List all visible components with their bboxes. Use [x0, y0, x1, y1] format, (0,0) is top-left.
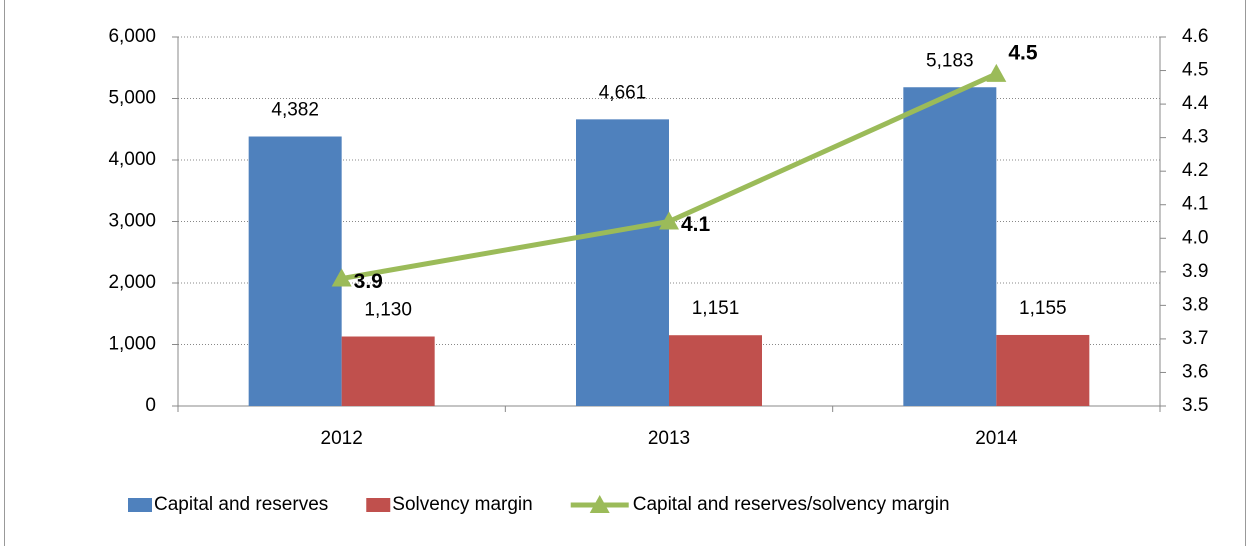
bar: [669, 335, 762, 406]
y2-tick-label: 4.0: [1182, 227, 1208, 248]
y-tick-label: 0: [145, 395, 156, 416]
x-tick-label: 2013: [648, 428, 690, 449]
legend-marker: [589, 495, 610, 513]
line-value-label: 3.9: [354, 270, 383, 293]
bar: [248, 136, 342, 406]
line-marker: [659, 211, 679, 230]
y2-tick-label: 3.7: [1182, 328, 1208, 349]
bar-value-label: 4,661: [599, 82, 647, 103]
y-tick-label: 1,000: [108, 334, 156, 355]
line-value-label: 4.1: [681, 213, 711, 236]
chart-frame: [4, 0, 1246, 546]
y2-tick-label: 4.1: [1182, 194, 1208, 215]
y2-tick-label: 4.6: [1182, 26, 1208, 47]
legend-label: Capital and reserves/solvency margin: [633, 494, 950, 515]
y2-tick-label: 4.4: [1182, 93, 1209, 114]
y2-tick-label: 3.6: [1182, 361, 1208, 382]
y2-tick-label: 4.5: [1182, 60, 1208, 81]
bar: [341, 336, 435, 406]
bar-value-label: 1,130: [364, 300, 412, 321]
bar-value-label: 5,183: [926, 50, 974, 71]
legend-swatch: [366, 498, 391, 512]
y-tick-label: 5,000: [108, 88, 156, 109]
y-tick-label: 3,000: [108, 211, 156, 232]
bar: [903, 87, 997, 407]
legend-label: Solvency margin: [392, 494, 532, 515]
bar-value-label: 1,155: [1019, 298, 1067, 319]
line-marker: [331, 268, 352, 287]
line-marker: [986, 63, 1007, 82]
y2-tick-label: 4.2: [1182, 160, 1208, 181]
x-tick-label: 2012: [321, 428, 363, 449]
y-tick-label: 2,000: [108, 272, 156, 293]
bar-value-label: 1,151: [692, 298, 740, 319]
legend-swatch: [128, 498, 152, 512]
bar-value-label: 4,382: [271, 100, 319, 121]
y2-tick-label: 3.8: [1182, 294, 1208, 315]
y-tick-label: 6,000: [108, 26, 156, 47]
bar: [996, 334, 1090, 406]
y2-tick-label: 3.5: [1182, 395, 1208, 416]
y2-tick-label: 3.9: [1182, 261, 1208, 282]
bar: [576, 119, 669, 406]
y-tick-label: 4,000: [108, 149, 156, 170]
y2-tick-label: 4.3: [1182, 127, 1208, 148]
x-tick-label: 2014: [975, 428, 1018, 449]
legend-label: Capital and reserves: [154, 494, 328, 515]
line-value-label: 4.5: [1008, 41, 1038, 64]
